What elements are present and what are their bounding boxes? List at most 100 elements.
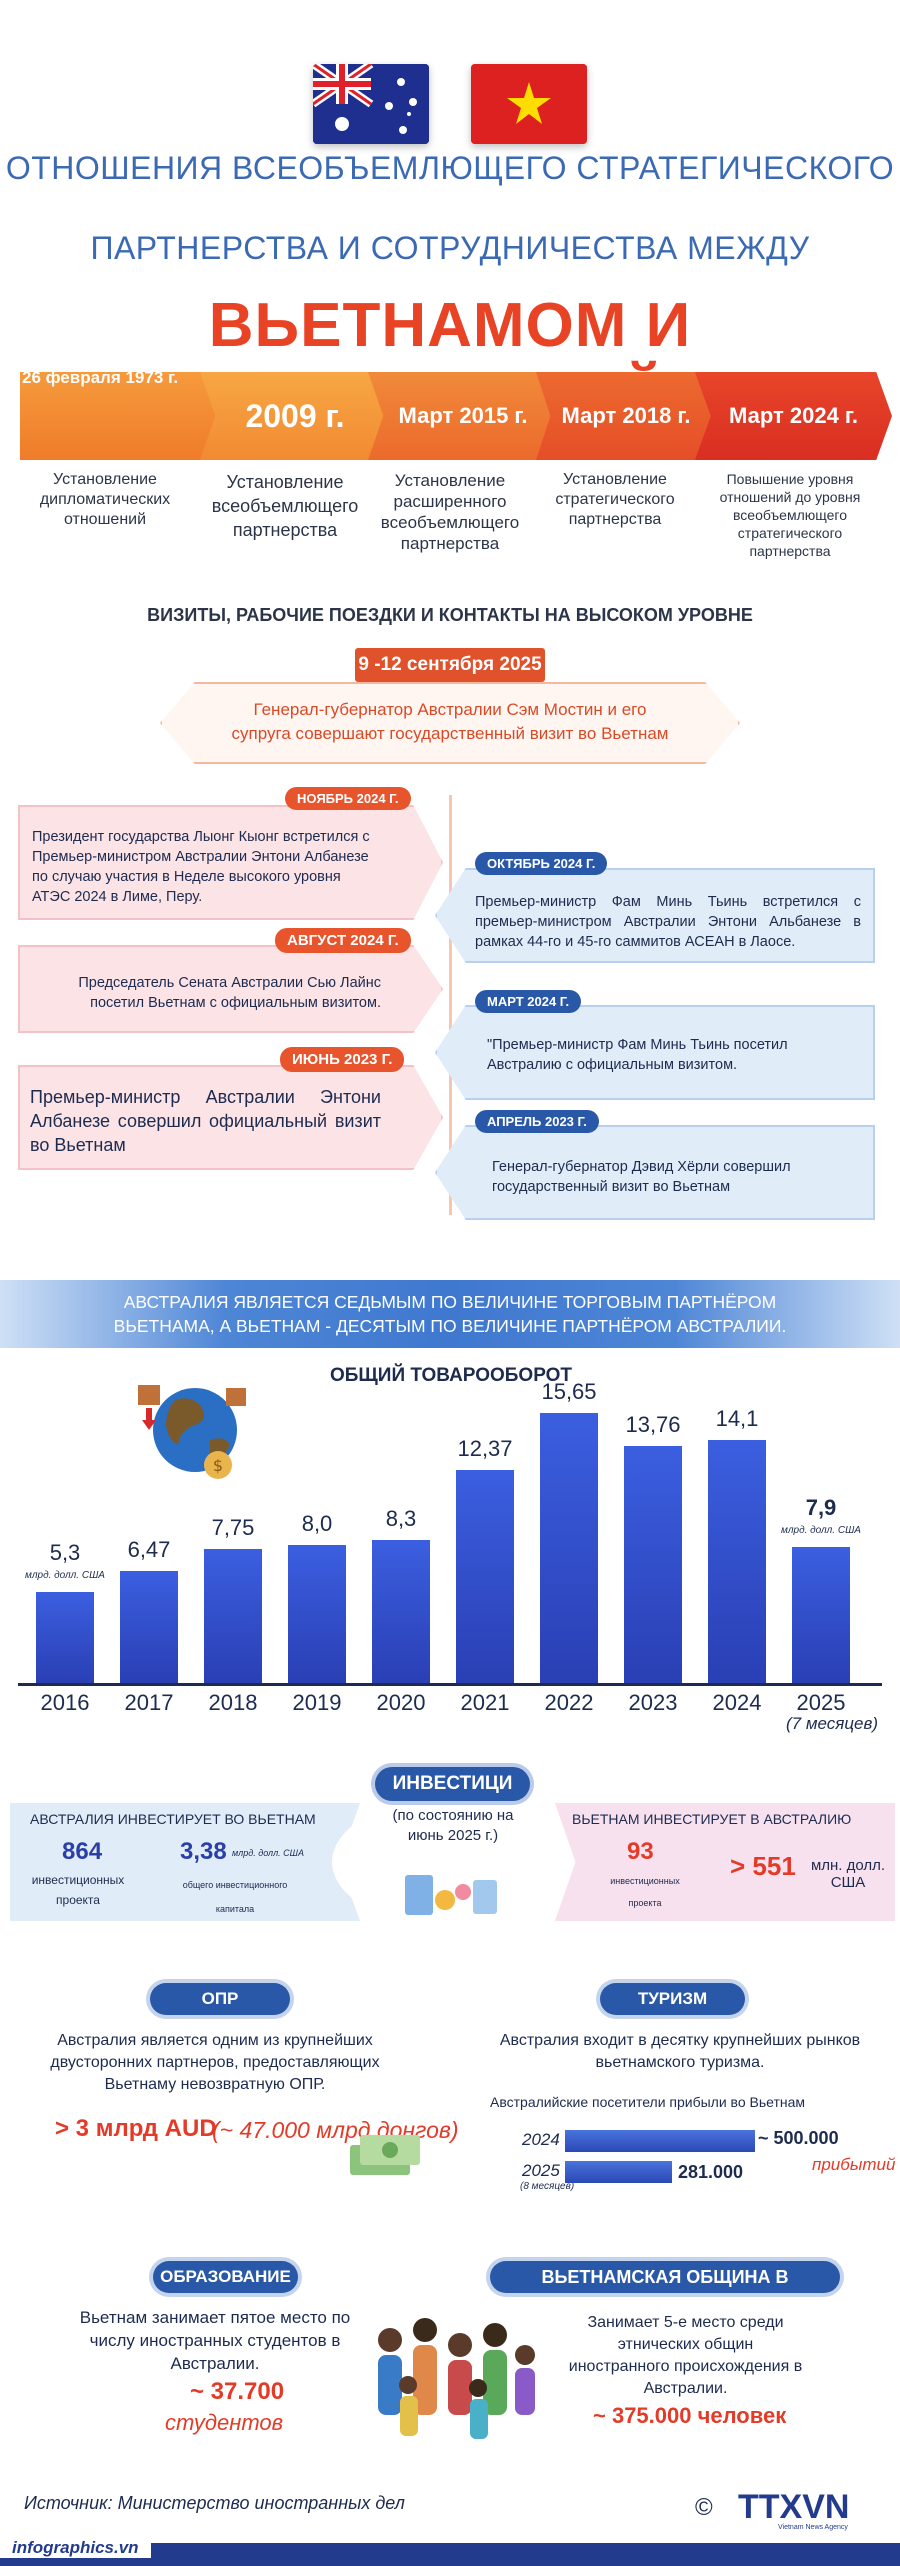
visit-card: Президент государства Лыонг Кыонг встрет… bbox=[18, 805, 443, 920]
tourism-text: Австралия входит в десятку крупнейших ры… bbox=[480, 2030, 880, 2074]
invest-au-capital: 3,38 bbox=[180, 1838, 227, 1866]
timeline-step: Март 2018 г. bbox=[536, 372, 716, 460]
invest-au-projects: 864 bbox=[62, 1838, 102, 1866]
invest-vn-projects: 93 bbox=[627, 1838, 654, 1866]
visit-date-pill: 9 -12 сентября 2025 г. bbox=[355, 648, 545, 682]
timeline-description: Установление дипломатических отношений bbox=[20, 470, 190, 530]
invest-au-capital-unit: млрд. долл. США bbox=[232, 1848, 304, 1858]
trade-chart: 5,3 млрд. долл. США 6,47 7,75 8,0 8,3 12,37 15,… bbox=[20, 1390, 890, 1720]
tourism-value: 281.000 bbox=[678, 2162, 743, 2183]
visit-date-tag: ИЮНЬ 2023 Г. bbox=[280, 1047, 404, 1072]
oda-title: ОПР bbox=[150, 1983, 290, 2015]
chart-value-label: 8,3 bbox=[356, 1506, 446, 1532]
education-title: ОБРАЗОВАНИЕ bbox=[153, 2261, 298, 2293]
chart-bar bbox=[540, 1413, 598, 1683]
timeline-step: 2009 г. bbox=[200, 372, 390, 460]
title-line-1: ОТНОШЕНИЯ ВСЕОБЪЕМЛЮЩЕГО СТРАТЕГИЧЕСКОГО bbox=[0, 150, 900, 187]
chart-category-label: 2025 bbox=[781, 1690, 861, 1716]
trade-banner-line: ВЬЕТНАМА, А ВЬЕТНАМ - ДЕСЯТЫМ ПО ВЕЛИЧИН… bbox=[0, 1314, 900, 1338]
tourism-bar bbox=[565, 2161, 672, 2183]
invest-date: (по состоянию на июнь 2025 г.) bbox=[378, 1806, 528, 1846]
ttxvn-logo-sub: Vietnam News Agency bbox=[778, 2524, 848, 2531]
invest-vn-projects-label: инвестиционных проекта bbox=[600, 1870, 690, 1914]
timeline-step: Март 2015 г. bbox=[368, 372, 558, 460]
chart-bar bbox=[372, 1540, 430, 1683]
copyright-symbol: © bbox=[695, 2494, 713, 2522]
visit-card: Генерал-губернатор Дэвид Хёрли совершил … bbox=[435, 1125, 875, 1220]
invest-illustration bbox=[385, 1870, 515, 1920]
chart-category-label: 2021 bbox=[445, 1690, 525, 1716]
chart-category-label: 2020 bbox=[361, 1690, 441, 1716]
chart-value-label: 6,47 bbox=[104, 1537, 194, 1563]
visit-date-tag: ОКТЯБРЬ 2024 Г. bbox=[475, 852, 607, 875]
chart-bar bbox=[792, 1547, 850, 1683]
vietnam-flag bbox=[471, 64, 587, 144]
chart-bar bbox=[120, 1571, 178, 1683]
footer-site: infographics.vn bbox=[0, 2538, 151, 2558]
chart-bar bbox=[204, 1549, 262, 1683]
chart-bar bbox=[288, 1545, 346, 1683]
chart-unit-label: млрд. долл. США bbox=[10, 1570, 120, 1581]
tourism-subtitle: Австралийские посетители прибыли во Вьет… bbox=[490, 2094, 805, 2110]
chart-note: (7 месяцев) bbox=[786, 1714, 878, 1734]
trade-banner: АВСТРАЛИЯ ЯВЛЯЕТСЯ СЕДЬМЫМ ПО ВЕЛИЧИНЕ Т… bbox=[0, 1280, 900, 1348]
timeline-description: Повышение уровня отношений до уровня все… bbox=[705, 470, 875, 560]
visit-card: "Премьер-министр Фам Минь Тьинь посетил … bbox=[435, 1005, 875, 1100]
chart-category-label: 2016 bbox=[25, 1690, 105, 1716]
visit-card: Премьер-министр Фам Минь Тьинь встретилс… bbox=[435, 868, 875, 963]
invest-vn-title: ВЬЕТНАМ ИНВЕСТИРУЕТ В АВСТРАЛИЮ bbox=[572, 1811, 851, 1827]
timeline-description: Установление стратегического партнерства bbox=[535, 470, 695, 530]
timeline-date: 2009 г. bbox=[245, 398, 344, 435]
title-line-2: ПАРТНЕРСТВА И СОТРУДНИЧЕСТВА МЕЖДУ bbox=[0, 230, 900, 267]
tourism-bar bbox=[565, 2130, 755, 2152]
visit-highlight: Генерал-губернатор Австралии Сэм Мостин … bbox=[160, 682, 740, 764]
chart-category-label: 2023 bbox=[613, 1690, 693, 1716]
tourism-year: 2025 bbox=[522, 2161, 560, 2181]
chart-unit-label: млрд. долл. США bbox=[766, 1525, 876, 1536]
education-text: Вьетнам занимает пятое место по числу ин… bbox=[70, 2306, 360, 2375]
chart-bar bbox=[36, 1592, 94, 1683]
flags bbox=[0, 64, 900, 144]
timeline-step: 26 февраля 1973 г. bbox=[20, 372, 220, 460]
chart-value-label: 14,1 bbox=[692, 1406, 782, 1432]
chart-bar bbox=[708, 1440, 766, 1683]
timeline-description: Установление расширенного всеобъемлющего… bbox=[365, 470, 535, 554]
timeline-description: Установление всеобъемлющего партнерства bbox=[200, 470, 370, 542]
ttxvn-logo: TTXVN bbox=[738, 2488, 849, 2527]
visits-heading: ВИЗИТЫ, РАБОЧИЕ ПОЕЗДКИ И КОНТАКТЫ НА ВЫ… bbox=[0, 605, 900, 626]
chart-axis bbox=[18, 1683, 882, 1686]
visit-card: Премьер-министр Австралии Энтони Албанез… bbox=[18, 1065, 443, 1170]
oda-text: Австралия является одним из крупнейших д… bbox=[50, 2030, 380, 2096]
chart-category-label: 2022 bbox=[529, 1690, 609, 1716]
chart-value-label: 12,37 bbox=[440, 1436, 530, 1462]
visit-date-tag: АПРЕЛЬ 2023 Г. bbox=[475, 1110, 599, 1133]
visit-date-tag: АВГУСТ 2024 Г. bbox=[275, 928, 411, 953]
tourism-unit: прибытий bbox=[812, 2155, 895, 2175]
chart-category-label: 2019 bbox=[277, 1690, 357, 1716]
community-title: ВЬЕТНАМСКАЯ ОБЩИНА В АВСТРАЛИИ bbox=[490, 2261, 840, 2293]
chart-value-label: 13,76 bbox=[608, 1412, 698, 1438]
chart-value-label: 8,0 bbox=[272, 1511, 362, 1537]
tourism-title: ТУРИЗМ bbox=[600, 1983, 745, 2015]
chart-value-label: 5,3 bbox=[20, 1540, 110, 1566]
invest-au-title: АВСТРАЛИЯ ИНВЕСТИРУЕТ ВО ВЬЕТНАМ bbox=[30, 1811, 316, 1827]
community-text: Занимает 5-е место среди этнических общи… bbox=[568, 2312, 803, 2400]
timeline-date: Март 2015 г. bbox=[399, 403, 528, 429]
chart-category-label: 2024 bbox=[697, 1690, 777, 1716]
invest-vn-capital-unit: млн. долл. США bbox=[808, 1857, 888, 1891]
oda-value: > 3 млрд AUD bbox=[55, 2115, 217, 2143]
community-value: ~ 375.000 человек bbox=[593, 2403, 786, 2429]
invest-au-capital-label: общего инвестиционного капитала bbox=[170, 1873, 300, 1921]
timeline-date: Март 2024 г. bbox=[729, 403, 858, 429]
chart-value-label: 7,75 bbox=[188, 1515, 278, 1541]
source-note: Источник: Министерство иностранных дел bbox=[24, 2493, 405, 2514]
tourism-year: 2024 bbox=[522, 2130, 560, 2150]
visit-card: Председатель Сената Австралии Сью Лайнс … bbox=[18, 945, 443, 1033]
money-icon bbox=[345, 2125, 435, 2185]
timeline: 26 февраля 1973 г. 2009 г. Март 2015 г. … bbox=[20, 360, 892, 460]
timeline-date: Март 2018 г. bbox=[562, 403, 691, 429]
people-illustration bbox=[360, 2300, 545, 2450]
australia-flag bbox=[313, 64, 429, 144]
timeline-step: Март 2024 г. bbox=[695, 372, 892, 460]
chart-bar bbox=[624, 1446, 682, 1683]
